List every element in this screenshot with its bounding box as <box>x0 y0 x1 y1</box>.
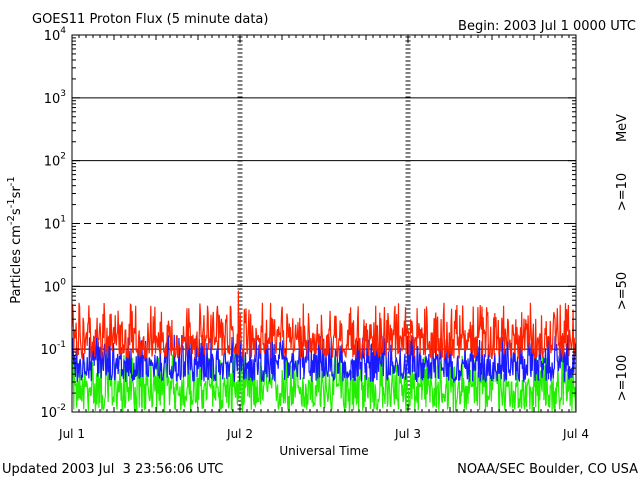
series-line-10 <box>71 290 577 361</box>
begin-label: Begin: 2003 Jul 1 0000 UTC <box>458 19 636 34</box>
x-tick-label-0: Jul 1 <box>58 427 85 441</box>
y-axis-label-s: s <box>9 208 24 215</box>
legend-series-10: >=10 <box>615 173 630 211</box>
series-line-50 <box>71 334 577 384</box>
x-tick-label-1: Jul 2 <box>226 427 253 441</box>
y-tick-label-3: 101 <box>44 215 66 233</box>
y-tick-label-0: 10-2 <box>40 403 66 421</box>
chart-title: GOES11 Proton Flux (5 minute data) <box>32 12 268 27</box>
y-axis-label-exp1: -2 <box>6 215 17 225</box>
y-tick-label-1: 10-1 <box>40 340 66 358</box>
energy-legend: MeV >=10 >=50 >=100 <box>615 114 630 401</box>
y-axis-label-exp3: -1 <box>6 176 17 186</box>
credit-label: NOAA/SEC Boulder, CO USA <box>457 462 638 477</box>
x-tick-label-2: Jul 3 <box>394 427 421 441</box>
y-tick-label-5: 103 <box>44 89 66 107</box>
y-axis-label: Particles cm-2s-1sr-1 <box>6 176 24 304</box>
x-tick-label-3: Jul 4 <box>562 427 589 441</box>
y-axis-ticks: 10-2 10-1 100 101 102 103 104 <box>40 26 576 421</box>
series-line-100 <box>71 353 577 412</box>
y-tick-label-2: 100 <box>44 277 67 295</box>
updated-label: Updated 2003 Jul 3 23:56:06 UTC <box>2 462 223 477</box>
y-tick-label-6: 104 <box>44 26 67 44</box>
legend-unit: MeV <box>615 114 630 142</box>
reference-lines <box>72 34 576 350</box>
series-group <box>71 290 577 412</box>
y-axis-label-sr: sr <box>9 186 24 199</box>
x-axis-label: Universal Time <box>279 444 368 458</box>
y-tick-label-4: 102 <box>44 152 66 170</box>
x-axis-ticks: Jul 1 Jul 2 Jul 3 Jul 4 <box>58 35 589 441</box>
y-axis-label-exp2: -1 <box>6 198 17 208</box>
legend-series-100: >=100 <box>615 355 630 402</box>
y-axis-label-base: Particles cm <box>9 225 24 304</box>
legend-series-50: >=50 <box>615 272 630 310</box>
